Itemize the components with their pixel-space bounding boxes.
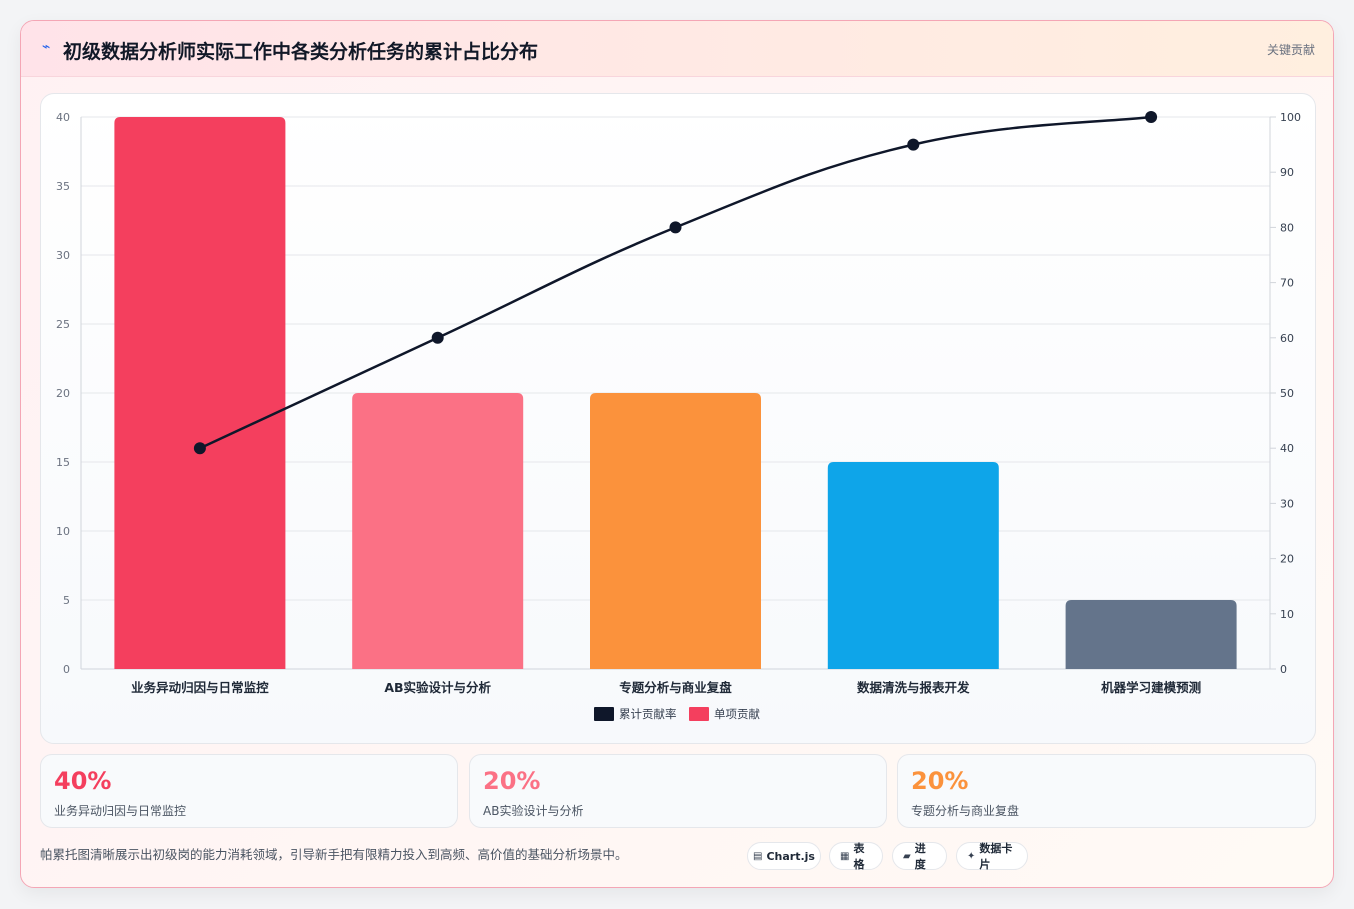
bolt-icon: ⌁ <box>42 39 51 55</box>
bar <box>827 462 999 669</box>
progress-icon: ▰ <box>903 850 911 862</box>
chart-title: 初级数据分析师实际工作中各类分析任务的累计占比分布 <box>63 41 539 63</box>
pill-progress[interactable]: ▰ 进度 <box>892 842 947 871</box>
pill-datacard[interactable]: ✦ 数据卡片 <box>956 842 1028 871</box>
y2-tick-label: 40 <box>1280 442 1294 455</box>
y2-tick-label: 100 <box>1280 111 1301 124</box>
stat-label: AB实验设计与分析 <box>483 804 584 818</box>
y2-tick-label: 50 <box>1280 387 1294 400</box>
x-tick-label: 专题分析与商业复盘 <box>619 680 732 695</box>
y2-tick-label: 30 <box>1280 497 1294 510</box>
legend-label: 单项贡献 <box>714 707 760 721</box>
bar <box>590 393 761 669</box>
y-tick-label: 0 <box>63 663 70 676</box>
stat-label: 专题分析与商业复盘 <box>911 804 1020 818</box>
stat-value: 40% <box>54 767 112 795</box>
x-tick-label: AB实验设计与分析 <box>384 680 491 695</box>
y2-tick-label: 70 <box>1280 277 1294 290</box>
stat-value: 20% <box>911 767 969 795</box>
bar <box>1065 600 1237 669</box>
chart-icon: ▤ <box>753 850 763 862</box>
stat-card-1: 40% 业务异动归因与日常监控 <box>40 754 458 828</box>
pill-chartjs[interactable]: ▤ Chart.js <box>747 842 821 870</box>
y-tick-label: 30 <box>56 249 70 262</box>
pill-label: 数据卡片 <box>979 842 1013 871</box>
footer-note: 帕累托图清晰展示出初级岗的能力消耗领域，引导新手把有限精力投入到高频、高价值的基… <box>40 847 628 862</box>
y-tick-label: 20 <box>56 387 70 400</box>
line-point <box>907 138 920 151</box>
bar <box>114 117 286 669</box>
legend-swatch-line <box>594 707 614 721</box>
bar <box>352 393 524 669</box>
x-tick-label: 机器学习建模预测 <box>1101 680 1201 695</box>
header-tag: 关键贡献 <box>1266 43 1315 57</box>
chart-card: ⌁ 初级数据分析师实际工作中各类分析任务的累计占比分布 关键贡献 0 5 10 15 2… <box>20 20 1334 888</box>
line-point <box>1145 111 1158 123</box>
pill-label: 进度 <box>914 842 926 871</box>
line-point <box>193 442 206 455</box>
stat-value: 20% <box>483 767 541 795</box>
card-icon: ✦ <box>967 850 976 862</box>
y2-tick-label: 10 <box>1280 608 1294 621</box>
legend-swatch-bar <box>689 707 709 721</box>
y-tick-label: 5 <box>63 594 70 607</box>
y-tick-label: 10 <box>56 525 70 538</box>
pill-table[interactable]: ▦ 表格 <box>829 842 883 871</box>
line-point <box>431 331 444 344</box>
x-tick-label: 数据清洗与报表开发 <box>856 680 970 695</box>
card-header: ⌁ 初级数据分析师实际工作中各类分析任务的累计占比分布 关键贡献 <box>21 21 1333 77</box>
y2-tick-label: 90 <box>1280 166 1294 179</box>
y-tick-label: 25 <box>56 318 70 331</box>
y2-tick-label: 80 <box>1280 221 1294 234</box>
table-icon: ▦ <box>840 850 850 862</box>
stat-label: 业务异动归因与日常监控 <box>54 804 187 818</box>
y2-tick-label: 20 <box>1280 553 1294 566</box>
x-tick-label: 业务异动归因与日常监控 <box>131 680 269 695</box>
chart-panel: 0 5 10 15 20 25 30 35 40 0 10 20 30 40 50 60 70 80 90 100 业务… <box>40 93 1316 744</box>
y-tick-label: 40 <box>56 111 70 124</box>
pill-label: 表格 <box>853 842 865 871</box>
stat-card-2: 20% AB实验设计与分析 <box>469 754 887 828</box>
legend-label: 累计贡献率 <box>619 707 677 721</box>
stat-card-3: 20% 专题分析与商业复盘 <box>897 754 1316 828</box>
y-tick-label: 15 <box>56 456 70 469</box>
y2-tick-label: 0 <box>1280 663 1287 676</box>
pareto-chart: 0 5 10 15 20 25 30 35 40 0 10 20 30 40 50 60 70 80 90 100 业务… <box>56 111 1301 721</box>
pill-label: Chart.js <box>766 849 815 863</box>
y-tick-label: 35 <box>56 180 70 193</box>
line-point <box>669 221 682 234</box>
y2-tick-label: 60 <box>1280 332 1294 345</box>
